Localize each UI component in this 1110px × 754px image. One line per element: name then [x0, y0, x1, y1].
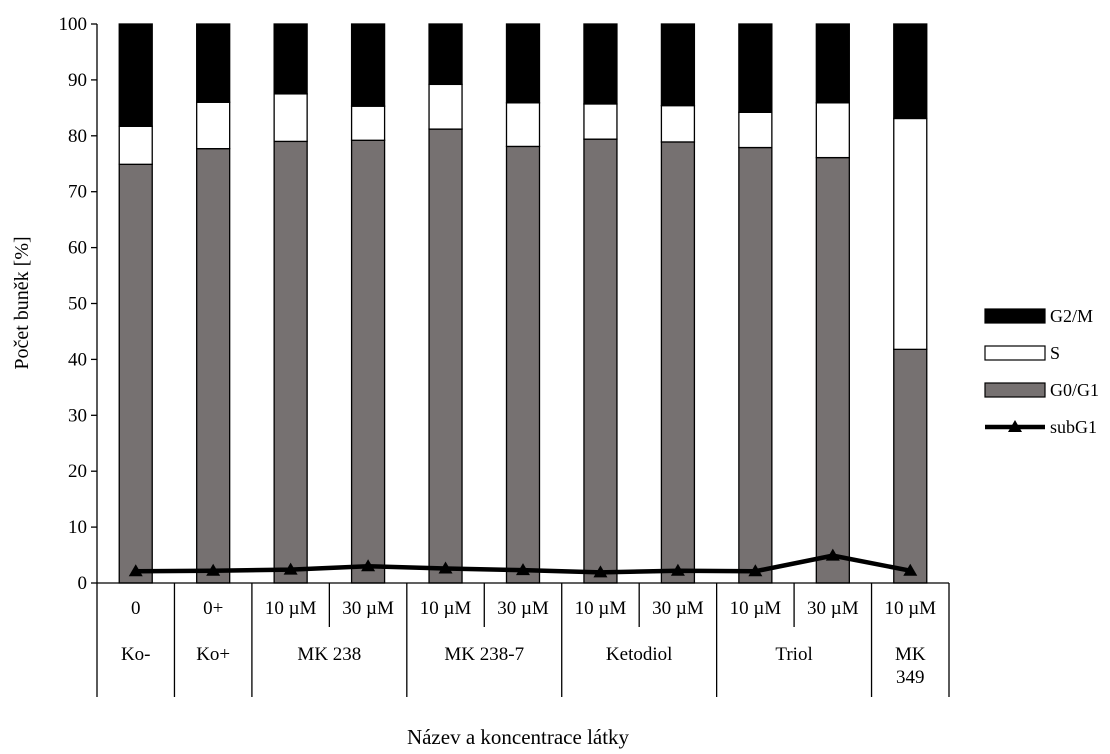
y-tick-label-80: 80 [68, 126, 87, 147]
bar-s-1 [196, 101, 231, 150]
legend-swatch-s [984, 345, 1046, 361]
bars-layer [118, 23, 928, 584]
category-label-1: 0+ [203, 598, 223, 619]
bar-g2-m-1 [196, 23, 231, 103]
bar-s-5 [505, 102, 541, 148]
legend-label-g0-g1: G0/G1 [1050, 380, 1099, 400]
category-label-3: 30 µM [342, 598, 394, 619]
bar-g0-g1-0 [118, 163, 153, 584]
bar-s-2 [273, 93, 308, 143]
point-subg1-9 [825, 548, 840, 561]
group-label-ko: Ko+ [196, 644, 230, 665]
legend-marker-subg1 [1008, 420, 1022, 432]
group-label-mk-349: MK 349 [895, 644, 926, 688]
bar-g2-m-2 [273, 23, 308, 95]
bar-s-10 [893, 117, 928, 350]
y-tick-label-30: 30 [68, 405, 87, 426]
category-labels: 0 0+ 10 µM 30 µM 10 µM 30 µM 10 µM 30 µM 10 µM 30… [121, 598, 936, 688]
legend-swatch-g0-g1 [984, 382, 1046, 398]
point-subg1-1 [206, 563, 221, 576]
category-label-0: 0 [131, 598, 141, 619]
y-tick-label-60: 60 [68, 238, 87, 259]
point-subg1-8 [748, 564, 763, 577]
point-subg1-5 [516, 563, 530, 576]
y-tick-label-10: 10 [68, 517, 87, 538]
legend-label-s: S [1050, 343, 1060, 363]
bar-s-9 [815, 102, 850, 159]
category-label-6: 10 µM [575, 598, 627, 619]
bar-g0-g1-5 [505, 145, 541, 584]
bar-s-7 [660, 104, 696, 143]
bar-g0-g1-7 [660, 141, 696, 584]
bar-g2-m-9 [815, 23, 850, 104]
y-tick-label-50: 50 [68, 294, 87, 315]
bar-g2-m-5 [505, 23, 541, 104]
category-label-10: 10 µM [884, 598, 936, 619]
point-subg1-3 [361, 559, 376, 572]
axes-layer [91, 23, 950, 697]
bar-g2-m-0 [118, 23, 153, 127]
point-subg1-7 [670, 563, 685, 576]
subg1-line-layer [128, 548, 918, 578]
bar-s-6 [583, 103, 618, 140]
bar-g0-g1-8 [738, 146, 773, 584]
point-subg1-10 [903, 563, 918, 576]
legend-swatch-g2-m [984, 308, 1046, 324]
point-subg1-4 [438, 561, 453, 574]
x-axis-label: Název a koncentrace látky [407, 725, 630, 749]
bar-g0-g1-6 [583, 138, 618, 584]
y-tick-label-70: 70 [68, 182, 87, 203]
bar-g2-m-8 [738, 23, 773, 113]
category-label-2: 10 µM [265, 598, 317, 619]
category-label-9: 30 µM [807, 598, 859, 619]
bar-g2-m-10 [893, 23, 928, 120]
bar-s-3 [350, 105, 386, 141]
y-axis-label: Počet buněk [%] [11, 236, 33, 369]
bar-s-0 [118, 125, 153, 165]
bar-g2-m-6 [583, 23, 618, 105]
legend-label-subg1: subG1 [1050, 417, 1097, 437]
legend: G2/M S G0/G1 subG1 [984, 306, 1099, 437]
point-subg1-6 [593, 565, 608, 578]
group-label-triol: Triol [775, 644, 812, 665]
category-label-4: 10 µM [420, 598, 472, 619]
bar-g0-g1-10 [893, 348, 928, 584]
bar-g0-g1-2 [273, 140, 308, 584]
bar-g2-m-7 [660, 23, 696, 107]
bar-g2-m-3 [350, 23, 386, 107]
legend-label-g2-m: G2/M [1050, 306, 1093, 326]
bar-g0-g1-4 [428, 128, 463, 584]
point-subg1-0 [128, 564, 143, 577]
y-tick-labels: 0 10 20 30 40 50 60 70 80 90 100 [59, 14, 88, 594]
y-tick-label-20: 20 [68, 461, 87, 482]
y-tick-label-90: 90 [68, 70, 87, 91]
y-tick-label-100: 100 [59, 14, 88, 35]
bar-g0-g1-1 [196, 148, 231, 584]
bar-s-8 [738, 111, 773, 149]
category-label-8: 10 µM [730, 598, 782, 619]
group-label-mk-238-7: MK 238-7 [444, 644, 524, 665]
bar-g2-m-4 [428, 23, 463, 86]
category-label-5: 30 µM [497, 598, 549, 619]
bar-g0-g1-9 [815, 156, 850, 584]
y-tick-label-40: 40 [68, 349, 87, 370]
y-tick-label-0: 0 [78, 573, 88, 594]
bar-g0-g1-3 [350, 139, 386, 584]
group-label-mk-238: MK 238 [297, 644, 361, 665]
category-label-7: 30 µM [652, 598, 704, 619]
group-label-ketodiol: Ketodiol [606, 644, 673, 665]
point-subg1-2 [283, 562, 298, 575]
group-label-ko: Ko- [121, 644, 151, 665]
bar-s-4 [428, 83, 463, 130]
